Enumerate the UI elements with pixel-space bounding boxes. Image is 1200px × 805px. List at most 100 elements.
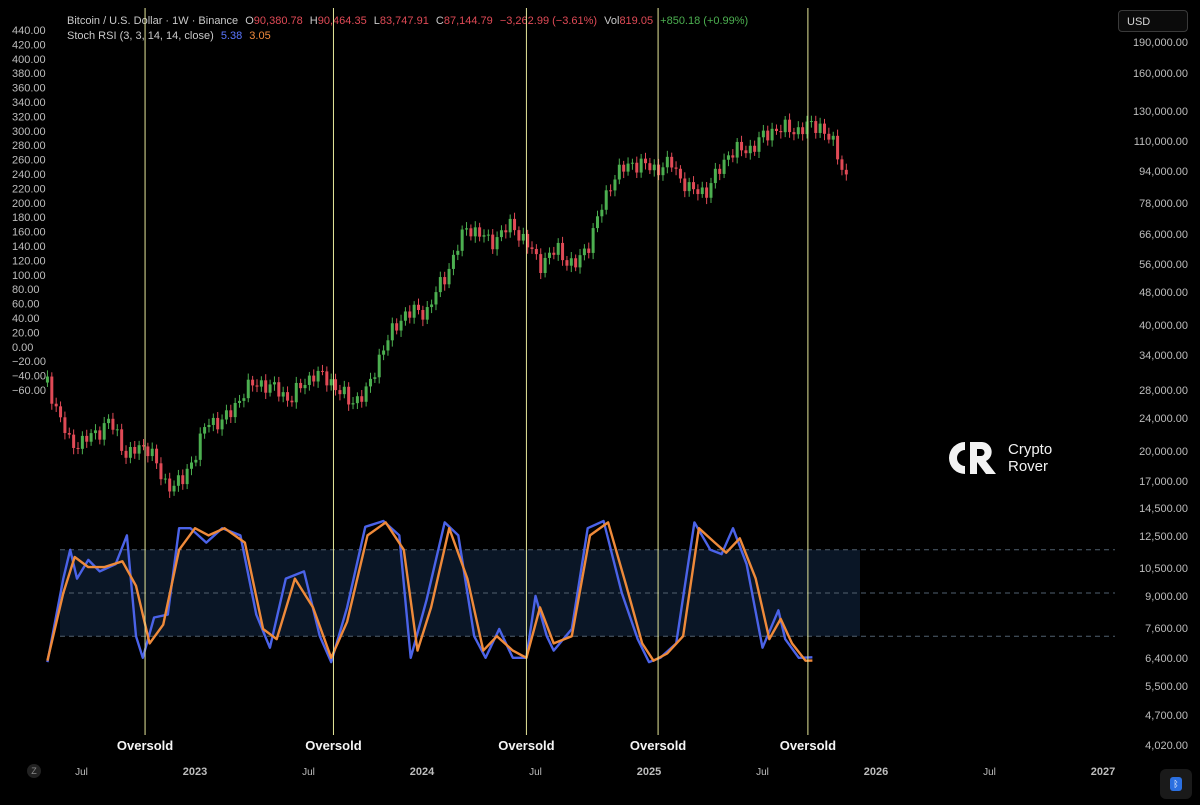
candle-body (827, 133, 831, 140)
left-axis-tick: 220.00 (12, 183, 46, 195)
stoch-d-line (46, 521, 813, 662)
candle-body (155, 448, 159, 464)
right-axis-tick: 48,000.00 (1139, 287, 1188, 299)
left-axis-tick: 440.00 (12, 25, 46, 37)
candle-body (242, 398, 246, 401)
oversold-label: Oversold (630, 738, 686, 753)
left-axis-tick: −20.00 (12, 356, 46, 368)
candle-body (761, 130, 765, 138)
candle-body (552, 252, 556, 255)
candle-body (482, 235, 486, 237)
change-value: −3,262.99 (−3.61%) (499, 15, 598, 27)
candle-body (360, 396, 364, 402)
left-axis-tick: 260.00 (12, 155, 46, 167)
candle-body (54, 403, 58, 407)
candle-body (622, 164, 626, 172)
candle-body (486, 234, 490, 236)
candle-body (478, 227, 482, 237)
candle-body (233, 402, 237, 418)
candle-body (229, 410, 233, 418)
candle-body (735, 141, 739, 158)
candle-body (648, 163, 652, 171)
candle-body (635, 162, 639, 173)
candle-body (644, 158, 648, 164)
candle-body (264, 380, 268, 393)
right-axis-tick: 14,500.00 (1139, 503, 1188, 515)
candle-body (792, 132, 796, 135)
candle-body (443, 277, 447, 285)
candle-body (334, 379, 338, 391)
timezone-z-button[interactable]: Z (27, 764, 41, 778)
candle-body (617, 164, 621, 180)
candle-body (281, 392, 285, 397)
right-axis-tick: 190,000.00 (1133, 37, 1188, 49)
candle-body (508, 218, 512, 233)
oversold-label: Oversold (498, 738, 554, 753)
chart-header-row2: Stoch RSI (3, 3, 14, 14, close) 5.38 3.0… (67, 30, 275, 42)
candle-body (399, 320, 403, 331)
candle-body (325, 371, 329, 386)
low-value: L83,747.91 (373, 15, 429, 27)
candle-body (718, 168, 722, 174)
candle-body (364, 386, 368, 402)
candle-body (168, 478, 172, 492)
candle-body (417, 304, 421, 311)
candle-body (251, 379, 255, 386)
candle-body (63, 417, 67, 434)
candle-body (626, 163, 630, 172)
candle-body (102, 423, 106, 440)
x-axis-tick: 2027 (1091, 766, 1115, 778)
candle-body (661, 167, 665, 176)
volume-value: Vol819.05 (604, 15, 654, 27)
logo-text: Crypto Rover (1008, 441, 1052, 475)
left-axis-tick: 60.00 (12, 299, 40, 311)
candle-body (831, 135, 835, 140)
candle-body (456, 250, 460, 255)
indicator-label: Stoch RSI (3, 3, 14, 14, close) (67, 30, 214, 42)
logo-line1: Crypto (1008, 441, 1053, 458)
candle-body (504, 230, 508, 233)
crypto-rover-logo: Crypto Rover (948, 440, 1068, 480)
candle-body (499, 230, 503, 238)
candle-body (268, 384, 272, 393)
candle-body (255, 385, 259, 387)
stoch-k-value: 5.38 (220, 30, 243, 42)
stoch-k-line (46, 519, 813, 664)
candle-body (107, 418, 111, 424)
candle-body (181, 475, 185, 485)
candle-body (377, 354, 381, 378)
candle-body (67, 433, 71, 435)
candle-body (726, 155, 730, 160)
candle-body (757, 137, 761, 152)
candle-body (683, 178, 687, 192)
left-axis-tick: 40.00 (12, 313, 40, 325)
candle-body (844, 169, 848, 175)
currency-button[interactable]: USD (1118, 10, 1188, 32)
candle-body (657, 164, 661, 176)
candle-body (303, 384, 307, 389)
bluetooth-button[interactable]: ᛒ (1160, 769, 1192, 799)
candle-body (133, 447, 137, 454)
candle-body (740, 141, 744, 151)
candle-body (587, 248, 591, 253)
candle-body (373, 377, 377, 379)
left-axis-tick: −40.00 (12, 371, 46, 383)
candle-body (526, 233, 530, 248)
candle-body (351, 403, 355, 405)
right-axis-tick: 34,000.00 (1139, 350, 1188, 362)
candle-body (543, 257, 547, 274)
candle-body (246, 379, 250, 399)
right-axis-tick: 7,600.00 (1145, 623, 1188, 635)
candle-body (224, 410, 228, 420)
candle-body (591, 228, 595, 253)
candle-body (320, 370, 324, 372)
candle-body (530, 247, 534, 249)
candle-body (569, 258, 573, 266)
candle-body (574, 258, 578, 268)
candle-body (561, 242, 565, 261)
candle-body (412, 304, 416, 318)
left-axis-tick: 120.00 (12, 255, 46, 267)
candle-body (595, 216, 599, 229)
candle-body (473, 227, 477, 237)
candle-body (434, 292, 438, 305)
